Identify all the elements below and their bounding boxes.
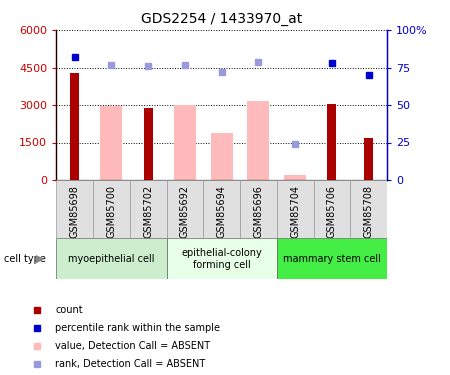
Text: cell type: cell type (4, 254, 46, 264)
Text: GSM85694: GSM85694 (216, 184, 227, 237)
Text: GSM85704: GSM85704 (290, 184, 300, 238)
Text: GSM85702: GSM85702 (143, 184, 153, 238)
Bar (144, 108, 153, 180)
Text: ▶: ▶ (36, 254, 45, 264)
Bar (166, 238, 277, 279)
Bar (284, 175, 306, 180)
Bar (130, 180, 166, 238)
Bar (248, 101, 270, 180)
Text: GSM85706: GSM85706 (327, 184, 337, 238)
Bar (56, 238, 166, 279)
Text: GSM85698: GSM85698 (70, 184, 80, 237)
Text: rank, Detection Call = ABSENT: rank, Detection Call = ABSENT (55, 359, 206, 369)
Title: GDS2254 / 1433970_at: GDS2254 / 1433970_at (141, 12, 302, 26)
Bar (70, 72, 79, 180)
Text: myoepithelial cell: myoepithelial cell (68, 254, 155, 264)
Text: GSM85700: GSM85700 (106, 184, 117, 238)
Bar (166, 180, 203, 238)
Text: epithelial-colony
forming cell: epithelial-colony forming cell (181, 248, 262, 270)
Bar (56, 180, 93, 238)
Bar (364, 138, 373, 180)
Bar (100, 106, 122, 180)
Text: count: count (55, 305, 83, 315)
Text: GSM85692: GSM85692 (180, 184, 190, 238)
Bar (277, 180, 314, 238)
Bar (211, 132, 233, 180)
Text: value, Detection Call = ABSENT: value, Detection Call = ABSENT (55, 341, 211, 351)
Bar (240, 180, 277, 238)
Bar (93, 180, 130, 238)
Bar (277, 238, 387, 279)
Bar (314, 180, 350, 238)
Bar (174, 105, 196, 180)
Text: percentile rank within the sample: percentile rank within the sample (55, 323, 220, 333)
Bar (350, 180, 387, 238)
Bar (203, 180, 240, 238)
Text: GSM85696: GSM85696 (253, 184, 263, 237)
Text: mammary stem cell: mammary stem cell (283, 254, 381, 264)
Bar (327, 104, 337, 180)
Text: GSM85708: GSM85708 (364, 184, 374, 238)
